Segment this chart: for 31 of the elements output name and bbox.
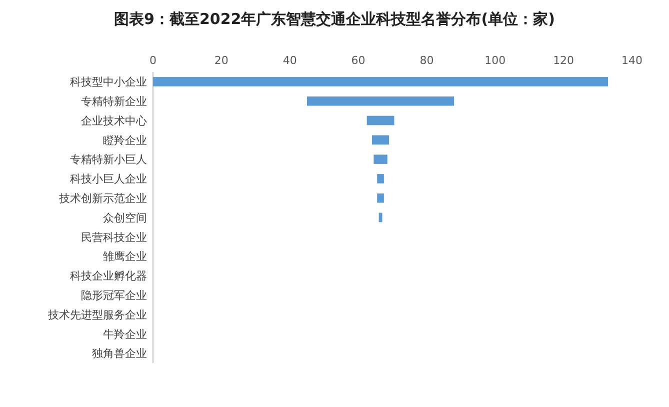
x-tick-label: 40 (282, 54, 297, 67)
x-tick-label: 0 (150, 54, 156, 67)
x-tick-label: 20 (214, 54, 228, 67)
y-tick-label: 隐形冠军企业 (81, 288, 147, 302)
bar (374, 154, 388, 164)
y-tick-label: 瞪羚企业 (103, 134, 147, 147)
y-tick-label: 企业技术中心 (81, 114, 147, 128)
bar (372, 135, 390, 145)
bar (153, 77, 608, 86)
bar (377, 174, 384, 184)
y-tick-label: 技术创新示范企业 (58, 192, 147, 205)
y-tick-label: 科技企业孵化器 (70, 270, 147, 283)
x-tick-label: 80 (420, 54, 434, 67)
y-tick-label: 科技小巨人企业 (70, 172, 147, 186)
y-tick-label: 专精特新小巨人 (70, 153, 147, 166)
y-tick-label: 雏鹰企业 (103, 250, 147, 264)
x-tick-label: 120 (553, 54, 574, 67)
y-tick-label: 技术先进型服务企业 (47, 308, 147, 322)
y-tick-label: 独角兽企业 (92, 347, 147, 360)
bar (366, 116, 394, 126)
bar (377, 193, 384, 203)
y-tick-label: 牛羚企业 (103, 328, 147, 341)
chart-title: 图表9：截至2022年广东智慧交通企业科技型名誉分布(单位：家) (114, 10, 555, 28)
y-tick-label: 民营科技企业 (81, 230, 147, 244)
x-tick-label: 140 (622, 54, 642, 67)
x-tick-label: 100 (484, 54, 506, 67)
bar (306, 96, 454, 106)
y-tick-label: 科技型中小企业 (70, 76, 147, 89)
y-tick-label: 众创空间 (103, 211, 147, 224)
x-tick-label: 60 (351, 54, 366, 67)
y-tick-label: 专精特新企业 (81, 94, 147, 108)
